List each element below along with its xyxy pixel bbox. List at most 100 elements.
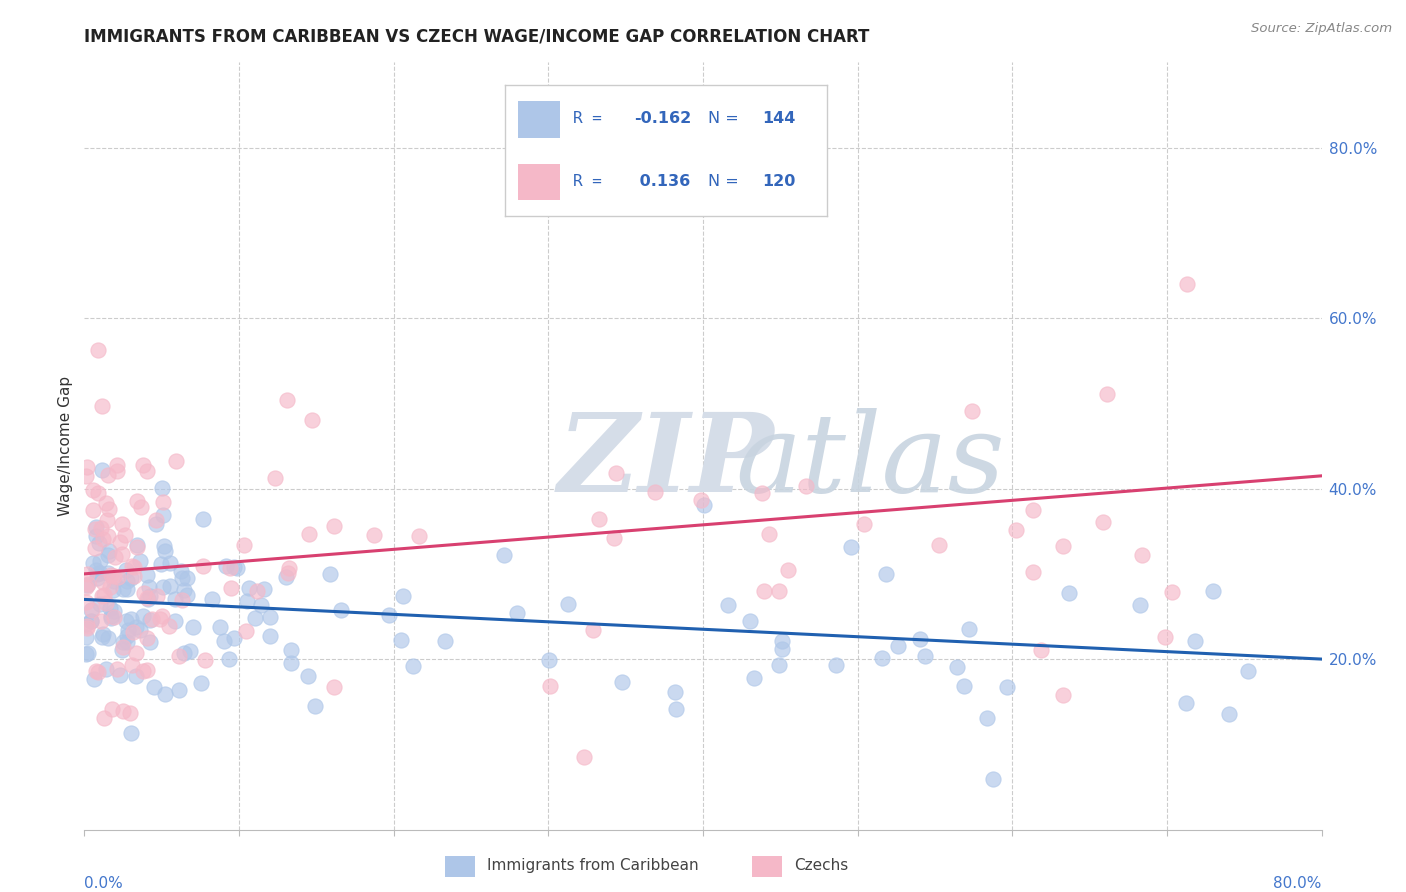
Point (1237, 665, 1260, 679)
Point (97, 548, 120, 562)
Point (494, 549, 516, 563)
Point (139, 589, 162, 603)
Point (115, 582, 138, 596)
Point (132, 458, 155, 472)
Point (176, 588, 198, 602)
Point (280, 643, 302, 657)
Point (105, 458, 128, 472)
Point (89, 597, 111, 611)
Point (794, 479, 817, 493)
Bar (752, 856, 782, 877)
Point (115, 563, 138, 577)
Point (136, 663, 159, 677)
Point (121, 571, 143, 585)
Point (163, 614, 186, 628)
Point (1021, 566, 1043, 580)
Point (219, 561, 242, 575)
Point (408, 529, 430, 543)
Point (330, 603, 353, 617)
Point (402, 658, 425, 673)
Text: 0.0%: 0.0% (84, 876, 124, 890)
Point (506, 606, 529, 620)
Point (103, 609, 125, 624)
Point (75, 616, 97, 631)
Point (111, 643, 134, 657)
Point (96, 513, 118, 527)
Point (875, 566, 897, 581)
Point (605, 466, 627, 480)
Point (323, 519, 346, 533)
Point (125, 646, 148, 660)
Point (87, 665, 110, 679)
Point (603, 532, 626, 546)
Point (76, 622, 98, 636)
Point (176, 572, 198, 586)
Point (887, 639, 910, 653)
Point (1052, 688, 1074, 702)
Point (79, 614, 101, 628)
Point (222, 560, 245, 574)
Point (125, 620, 148, 634)
Point (238, 581, 260, 595)
Point (1161, 585, 1184, 599)
Point (83, 672, 105, 686)
Point (146, 589, 169, 603)
Point (264, 471, 287, 485)
Point (101, 702, 124, 716)
Point (101, 582, 124, 597)
Point (914, 649, 936, 664)
Point (170, 564, 193, 578)
Point (738, 614, 761, 628)
Point (103, 569, 125, 583)
Point (1129, 599, 1152, 613)
Point (114, 527, 136, 541)
Point (277, 561, 299, 575)
Point (236, 594, 259, 608)
Point (80, 603, 103, 617)
Point (87, 536, 110, 550)
Point (389, 632, 412, 647)
Point (770, 642, 793, 657)
Point (149, 557, 172, 571)
Point (214, 558, 236, 573)
Point (572, 749, 595, 764)
Point (105, 662, 128, 676)
Point (82, 483, 104, 498)
Point (91, 589, 114, 603)
Point (976, 711, 998, 725)
Point (136, 591, 159, 606)
Point (145, 512, 167, 526)
Point (97, 566, 120, 580)
Point (141, 612, 163, 626)
Point (91, 399, 114, 413)
Point (235, 624, 257, 639)
Point (97, 544, 120, 558)
Point (159, 557, 181, 571)
Point (957, 622, 980, 636)
Point (139, 635, 162, 649)
Point (768, 584, 790, 599)
Point (664, 685, 686, 699)
Point (129, 623, 152, 637)
Point (111, 516, 134, 531)
Point (149, 612, 172, 626)
Point (75, 468, 97, 483)
Point (378, 608, 401, 623)
Point (132, 665, 155, 679)
Point (129, 500, 152, 515)
Point (1092, 515, 1115, 529)
Point (115, 615, 138, 629)
Point (91, 574, 114, 589)
Point (75, 594, 97, 608)
Point (82, 557, 104, 571)
Point (153, 539, 176, 553)
Point (135, 464, 157, 478)
Point (86, 571, 108, 585)
Point (117, 623, 139, 637)
Point (90, 615, 112, 629)
Text: Czechs: Czechs (794, 858, 848, 873)
Point (93, 588, 115, 602)
Point (90, 463, 112, 477)
Point (159, 579, 181, 593)
Point (301, 413, 323, 427)
